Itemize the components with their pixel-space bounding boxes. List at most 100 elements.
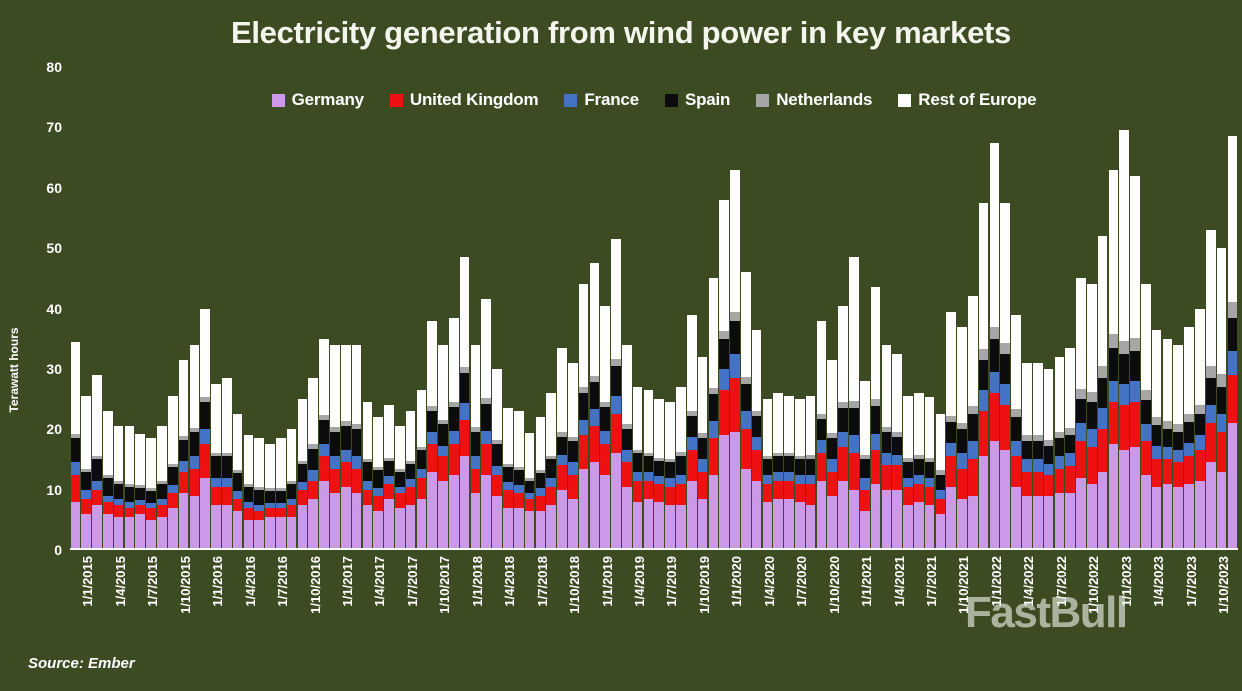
bar-column[interactable]	[405, 67, 416, 550]
bar-column[interactable]	[1162, 67, 1173, 550]
bar-column[interactable]	[989, 67, 1000, 550]
bar-column[interactable]	[1097, 67, 1108, 550]
bar-column[interactable]	[124, 67, 135, 550]
bar-column[interactable]	[784, 67, 795, 550]
bar-column[interactable]	[924, 67, 935, 550]
bar-column[interactable]	[524, 67, 535, 550]
legend-item-rest-of-europe[interactable]: Rest of Europe	[898, 90, 1037, 110]
bar-column[interactable]	[189, 67, 200, 550]
bar-column[interactable]	[492, 67, 503, 550]
bar-column[interactable]	[546, 67, 557, 550]
bar-column[interactable]	[70, 67, 81, 550]
bar-column[interactable]	[362, 67, 373, 550]
bar-column[interactable]	[211, 67, 222, 550]
legend-item-united-kingdom[interactable]: United Kingdom	[389, 90, 539, 110]
bar-column[interactable]	[676, 67, 687, 550]
bar-column[interactable]	[351, 67, 362, 550]
bar-column[interactable]	[254, 67, 265, 550]
bar-column[interactable]	[438, 67, 449, 550]
bar-column[interactable]	[870, 67, 881, 550]
legend-item-netherlands[interactable]: Netherlands	[756, 90, 872, 110]
legend-item-germany[interactable]: Germany	[271, 90, 364, 110]
legend-item-spain[interactable]: Spain	[664, 90, 730, 110]
bar-column[interactable]	[805, 67, 816, 550]
bar-column[interactable]	[935, 67, 946, 550]
bar-column[interactable]	[243, 67, 254, 550]
bar-column[interactable]	[1173, 67, 1184, 550]
bar-column[interactable]	[578, 67, 589, 550]
bar-column[interactable]	[146, 67, 157, 550]
bar-column[interactable]	[751, 67, 762, 550]
bar-column[interactable]	[708, 67, 719, 550]
bar-column[interactable]	[849, 67, 860, 550]
bar-column[interactable]	[794, 67, 805, 550]
bar-column[interactable]	[481, 67, 492, 550]
bar-column[interactable]	[221, 67, 232, 550]
bar-column[interactable]	[1184, 67, 1195, 550]
bar-column[interactable]	[200, 67, 211, 550]
bar-column[interactable]	[1130, 67, 1141, 550]
bar-column[interactable]	[81, 67, 92, 550]
legend-item-france[interactable]: France	[564, 90, 639, 110]
bar-column[interactable]	[621, 67, 632, 550]
bar-column[interactable]	[373, 67, 384, 550]
bar-column[interactable]	[384, 67, 395, 550]
bar-column[interactable]	[567, 67, 578, 550]
bar-column[interactable]	[135, 67, 146, 550]
bar-column[interactable]	[1065, 67, 1076, 550]
bar-column[interactable]	[632, 67, 643, 550]
bar-column[interactable]	[1076, 67, 1087, 550]
bar-column[interactable]	[427, 67, 438, 550]
bar-column[interactable]	[978, 67, 989, 550]
bar-column[interactable]	[557, 67, 568, 550]
bar-column[interactable]	[470, 67, 481, 550]
bar-column[interactable]	[275, 67, 286, 550]
bar-column[interactable]	[686, 67, 697, 550]
bar-column[interactable]	[448, 67, 459, 550]
bar-column[interactable]	[589, 67, 600, 550]
bar-column[interactable]	[1140, 67, 1151, 550]
bar-column[interactable]	[967, 67, 978, 550]
bar-column[interactable]	[167, 67, 178, 550]
bar-column[interactable]	[665, 67, 676, 550]
bar-column[interactable]	[286, 67, 297, 550]
bar-column[interactable]	[232, 67, 243, 550]
bar-column[interactable]	[394, 67, 405, 550]
bar-column[interactable]	[1011, 67, 1022, 550]
bar-column[interactable]	[1108, 67, 1119, 550]
bar-column[interactable]	[946, 67, 957, 550]
bar-column[interactable]	[1032, 67, 1043, 550]
bar-column[interactable]	[762, 67, 773, 550]
bar-column[interactable]	[957, 67, 968, 550]
bar-column[interactable]	[913, 67, 924, 550]
bar-column[interactable]	[611, 67, 622, 550]
bar-column[interactable]	[838, 67, 849, 550]
bar-column[interactable]	[881, 67, 892, 550]
bar-column[interactable]	[697, 67, 708, 550]
bar-column[interactable]	[265, 67, 276, 550]
bar-column[interactable]	[654, 67, 665, 550]
bar-column[interactable]	[319, 67, 330, 550]
bar-column[interactable]	[1119, 67, 1130, 550]
bar-column[interactable]	[643, 67, 654, 550]
bar-column[interactable]	[719, 67, 730, 550]
bar-column[interactable]	[416, 67, 427, 550]
bar-column[interactable]	[1205, 67, 1216, 550]
bar-column[interactable]	[827, 67, 838, 550]
bar-column[interactable]	[513, 67, 524, 550]
bar-column[interactable]	[1022, 67, 1033, 550]
bar-column[interactable]	[1216, 67, 1227, 550]
bar-column[interactable]	[459, 67, 470, 550]
bar-column[interactable]	[740, 67, 751, 550]
bar-column[interactable]	[1054, 67, 1065, 550]
bar-column[interactable]	[178, 67, 189, 550]
bar-column[interactable]	[903, 67, 914, 550]
bar-column[interactable]	[1000, 67, 1011, 550]
bar-column[interactable]	[1227, 67, 1238, 550]
bar-column[interactable]	[92, 67, 103, 550]
bar-column[interactable]	[600, 67, 611, 550]
bar-column[interactable]	[892, 67, 903, 550]
bar-column[interactable]	[816, 67, 827, 550]
bar-column[interactable]	[157, 67, 168, 550]
bar-column[interactable]	[330, 67, 341, 550]
